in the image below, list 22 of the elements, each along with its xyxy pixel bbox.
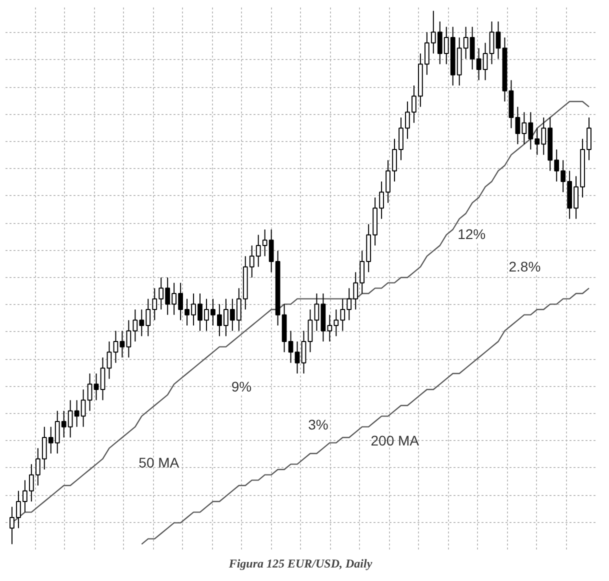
candlestick bbox=[113, 330, 118, 364]
candlestick bbox=[16, 490, 21, 529]
candlestick bbox=[100, 357, 106, 401]
candlestick bbox=[94, 373, 99, 401]
annotation: 9% bbox=[231, 378, 252, 394]
candlestick bbox=[489, 21, 494, 65]
text: Figura 125 EUR/USD, Daily bbox=[228, 556, 373, 570]
series-label: 50 MA bbox=[138, 454, 180, 470]
series-label: 200 MA bbox=[370, 432, 420, 449]
candlestick bbox=[10, 506, 14, 545]
candlestick bbox=[294, 341, 300, 374]
annotation: 12% bbox=[458, 226, 486, 242]
candlestick bbox=[586, 117, 592, 161]
candlestick bbox=[106, 341, 112, 380]
annotation: 3% bbox=[308, 416, 328, 432]
annotation: 2.8% bbox=[508, 258, 541, 275]
candlestick bbox=[87, 373, 92, 412]
candlestick bbox=[308, 309, 313, 353]
candlestick bbox=[496, 21, 501, 60]
candlestick bbox=[301, 330, 306, 374]
candlestick bbox=[482, 42, 488, 81]
candlestick bbox=[288, 330, 294, 364]
